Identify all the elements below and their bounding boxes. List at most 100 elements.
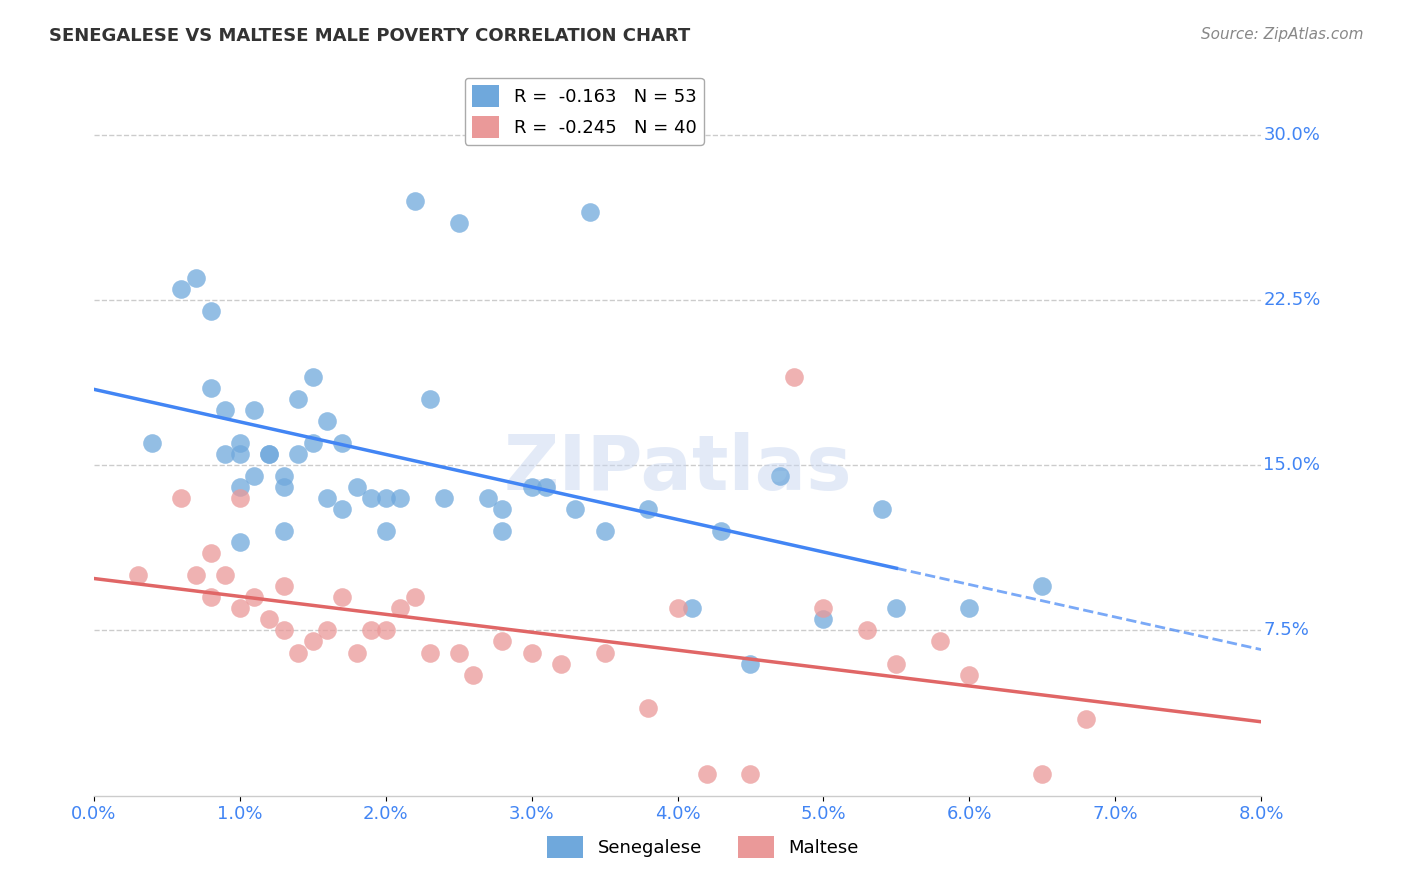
Point bbox=[550, 657, 572, 671]
Point bbox=[696, 766, 718, 780]
Point bbox=[491, 502, 513, 516]
Point bbox=[1031, 766, 1053, 780]
Point bbox=[141, 436, 163, 450]
Text: Source: ZipAtlas.com: Source: ZipAtlas.com bbox=[1201, 27, 1364, 42]
Point bbox=[957, 601, 980, 615]
Point bbox=[316, 414, 339, 428]
Text: SENEGALESE VS MALTESE MALE POVERTY CORRELATION CHART: SENEGALESE VS MALTESE MALE POVERTY CORRE… bbox=[49, 27, 690, 45]
Legend: Senegalese, Maltese: Senegalese, Maltese bbox=[540, 829, 866, 865]
Point bbox=[273, 579, 295, 593]
Point bbox=[637, 502, 659, 516]
Point bbox=[783, 370, 806, 384]
Point bbox=[229, 480, 252, 494]
Point bbox=[229, 447, 252, 461]
Text: 7.5%: 7.5% bbox=[1264, 622, 1309, 640]
Point bbox=[957, 667, 980, 681]
Point bbox=[316, 624, 339, 638]
Point bbox=[870, 502, 893, 516]
Point bbox=[301, 634, 323, 648]
Point bbox=[287, 646, 309, 660]
Point bbox=[769, 469, 792, 483]
Point bbox=[243, 469, 266, 483]
Point bbox=[477, 491, 499, 506]
Point bbox=[287, 392, 309, 406]
Point bbox=[273, 624, 295, 638]
Point bbox=[740, 766, 762, 780]
Point bbox=[330, 436, 353, 450]
Point bbox=[200, 304, 222, 318]
Point bbox=[418, 646, 440, 660]
Point bbox=[666, 601, 689, 615]
Point bbox=[184, 568, 207, 582]
Point bbox=[170, 282, 193, 296]
Point bbox=[491, 634, 513, 648]
Point bbox=[389, 601, 412, 615]
Point bbox=[374, 624, 396, 638]
Point bbox=[127, 568, 149, 582]
Point bbox=[886, 601, 908, 615]
Point bbox=[404, 194, 426, 208]
Point bbox=[257, 447, 280, 461]
Point bbox=[520, 480, 543, 494]
Point bbox=[243, 403, 266, 417]
Point bbox=[418, 392, 440, 406]
Point bbox=[929, 634, 952, 648]
Point bbox=[301, 436, 323, 450]
Point bbox=[200, 381, 222, 395]
Point bbox=[681, 601, 703, 615]
Point bbox=[257, 447, 280, 461]
Point bbox=[214, 403, 236, 417]
Point bbox=[229, 535, 252, 549]
Point bbox=[273, 469, 295, 483]
Point bbox=[593, 524, 616, 539]
Point bbox=[346, 646, 368, 660]
Point bbox=[200, 591, 222, 605]
Point bbox=[330, 591, 353, 605]
Point bbox=[229, 436, 252, 450]
Point bbox=[214, 568, 236, 582]
Point bbox=[214, 447, 236, 461]
Point bbox=[433, 491, 456, 506]
Point bbox=[184, 271, 207, 285]
Point bbox=[374, 491, 396, 506]
Point bbox=[856, 624, 879, 638]
Point bbox=[520, 646, 543, 660]
Point bbox=[273, 524, 295, 539]
Point bbox=[287, 447, 309, 461]
Point bbox=[273, 480, 295, 494]
Point bbox=[447, 646, 470, 660]
Point bbox=[170, 491, 193, 506]
Point bbox=[243, 591, 266, 605]
Point bbox=[447, 216, 470, 230]
Point bbox=[374, 524, 396, 539]
Text: 30.0%: 30.0% bbox=[1264, 126, 1320, 144]
Point bbox=[330, 502, 353, 516]
Point bbox=[564, 502, 586, 516]
Text: 15.0%: 15.0% bbox=[1264, 456, 1320, 475]
Point bbox=[360, 624, 382, 638]
Point bbox=[813, 612, 835, 626]
Point bbox=[229, 491, 252, 506]
Point bbox=[229, 601, 252, 615]
Point bbox=[257, 612, 280, 626]
Point bbox=[200, 546, 222, 560]
Point bbox=[346, 480, 368, 494]
Point bbox=[1074, 712, 1097, 726]
Point bbox=[534, 480, 557, 494]
Point bbox=[579, 204, 602, 219]
Text: 22.5%: 22.5% bbox=[1264, 291, 1320, 309]
Point bbox=[813, 601, 835, 615]
Point bbox=[491, 524, 513, 539]
Point bbox=[593, 646, 616, 660]
Point bbox=[886, 657, 908, 671]
Point bbox=[1031, 579, 1053, 593]
Legend: R =  -0.163   N = 53, R =  -0.245   N = 40: R = -0.163 N = 53, R = -0.245 N = 40 bbox=[465, 78, 703, 145]
Point bbox=[710, 524, 733, 539]
Point bbox=[360, 491, 382, 506]
Point bbox=[463, 667, 485, 681]
Point bbox=[637, 700, 659, 714]
Text: ZIPatlas: ZIPatlas bbox=[503, 432, 852, 506]
Point bbox=[301, 370, 323, 384]
Point bbox=[389, 491, 412, 506]
Point bbox=[316, 491, 339, 506]
